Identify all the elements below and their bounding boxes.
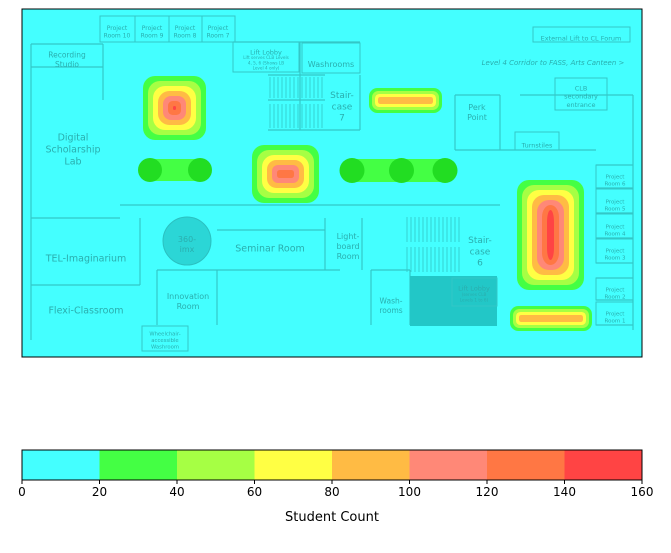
room-label-clb: CLB secondary entrance	[564, 85, 598, 109]
colorbar-tick-label: 100	[398, 485, 421, 499]
colorbar: 0 20 40 60 80 100 120 140 160 Student Count	[18, 449, 654, 525]
colorbar-segment	[254, 450, 332, 480]
room-label-pr3: Project Room 3	[605, 249, 626, 262]
colorbar-tick-label: 0	[18, 485, 26, 499]
room-label-pr4: Project Room 4	[605, 225, 626, 238]
room-label-pr8: Project Room 8	[174, 25, 197, 40]
room-label-washrooms_n: Washrooms	[308, 60, 354, 69]
colorbar-segment	[99, 450, 177, 480]
room-label-lightboard: Light-board Room	[336, 232, 359, 261]
room-label-lift_lobby_n_note: Lift serves CLB Levels 4, 5, 6 (Shows LB L…	[243, 55, 289, 70]
colorbar-tick-label: 40	[169, 485, 184, 499]
imx-pod	[162, 216, 212, 266]
heat-layer	[138, 76, 592, 331]
hotspot-level	[277, 170, 294, 178]
colorbar-tick-label: 120	[476, 485, 499, 499]
room-label-ext_lift: External Lift to CL Forum	[541, 35, 622, 43]
room-label-innovation: Innovation Room	[167, 292, 209, 311]
colorbar-segment	[487, 450, 565, 480]
room-label-pr2: Project Room 2	[605, 288, 626, 301]
room-box-pr7	[201, 15, 236, 43]
colorbar-segment	[332, 450, 410, 480]
lift-shaft	[410, 276, 497, 326]
room-box-washrooms_n	[301, 42, 361, 74]
colorbar-segment	[409, 450, 487, 480]
room-box-pr5	[595, 188, 634, 214]
hotspot-node	[138, 158, 162, 182]
colorbar-tick-label: 20	[92, 485, 107, 499]
room-label-corridor_note: Level 4 Corridor to FASS, Arts Canteen >	[482, 59, 625, 67]
room-label-flexi: Flexi-Classroom	[48, 306, 123, 317]
hotspot	[252, 145, 319, 203]
hotspot-level	[378, 97, 433, 104]
room-box-wheelchair	[141, 325, 189, 352]
room-label-pr6: Project Room 6	[605, 175, 626, 188]
hotspot	[369, 88, 442, 113]
room-label-recording: Recording Studio	[48, 51, 86, 69]
room-label-wheelchair: Wheelchair-accessible Washroom	[149, 331, 180, 350]
room-label-perk: Perk Point	[467, 103, 487, 122]
room-box-pr4	[595, 213, 634, 239]
room-box-pr1	[595, 301, 634, 326]
room-label-dsl: Digital Scholarship Lab	[45, 133, 100, 168]
room-box-lift_lobby_n	[232, 41, 300, 73]
colorbar-label: Student Count	[285, 510, 379, 525]
room-label-pr10: Project Room 10	[104, 25, 131, 40]
room-label-pr9: Project Room 9	[141, 25, 164, 40]
room-box-lift_lobby_s	[451, 277, 498, 307]
room-label-pr5: Project Room 5	[605, 200, 626, 213]
colorbar-tick-label: 60	[247, 485, 262, 499]
room-box-pr2	[595, 277, 634, 301]
hotspot-node	[432, 158, 458, 183]
room-label-pr1: Project Room 1	[605, 312, 626, 325]
hotspot-level	[547, 210, 554, 260]
colorbar-tick-label: 80	[324, 485, 339, 499]
hotspot-level	[173, 106, 176, 110]
floor-plan: Project Room 10 Project Room 9 Project Room 8…	[30, 15, 634, 352]
room-label-tel: TEL-Imaginarium	[45, 254, 127, 265]
colorbar-segment	[564, 450, 642, 480]
hotspot	[138, 158, 212, 182]
colorbar-tick-label: 140	[553, 485, 576, 499]
room-box-clb	[554, 77, 608, 111]
colorbar-tick-label: 160	[631, 485, 654, 499]
room-label-staircase6: Stair-case 6	[468, 236, 492, 269]
map-frame	[21, 8, 643, 358]
room-box-pr6	[595, 164, 634, 189]
room-label-imx: 360-imx	[178, 235, 196, 254]
hotspot	[510, 306, 592, 331]
hotspot	[517, 180, 584, 290]
hotspot-node	[339, 158, 365, 183]
room-label-lift_lobby_s_note: (serves CLB Levels 1 to 6)	[460, 292, 489, 302]
room-label-turnstiles: Turnstiles	[521, 142, 553, 150]
room-box-ext_lift	[532, 26, 631, 43]
colorbar-segment	[22, 450, 100, 480]
heatmap-panel: Project Room 10 Project Room 9 Project Room 8…	[21, 8, 643, 358]
hotspot-node	[389, 158, 414, 183]
room-box-turnstiles	[514, 131, 560, 151]
room-label-washrooms_s: Wash-rooms	[379, 297, 402, 315]
hotspot	[339, 158, 458, 183]
room-label-staircase7: Stair-case 7	[330, 91, 354, 124]
room-label-lift_lobby_s: Lift Lobby	[458, 285, 490, 293]
room-box-pr3	[595, 238, 634, 264]
hotspot-level	[519, 315, 583, 322]
colorbar-segment	[177, 450, 255, 480]
room-label-pr7: Project Room 7	[207, 25, 230, 40]
hotspot-node	[188, 158, 212, 182]
room-label-seminar: Seminar Room	[235, 244, 305, 255]
hotspot	[143, 76, 206, 140]
room-label-lift_lobby_n: Lift Lobby	[250, 49, 282, 57]
